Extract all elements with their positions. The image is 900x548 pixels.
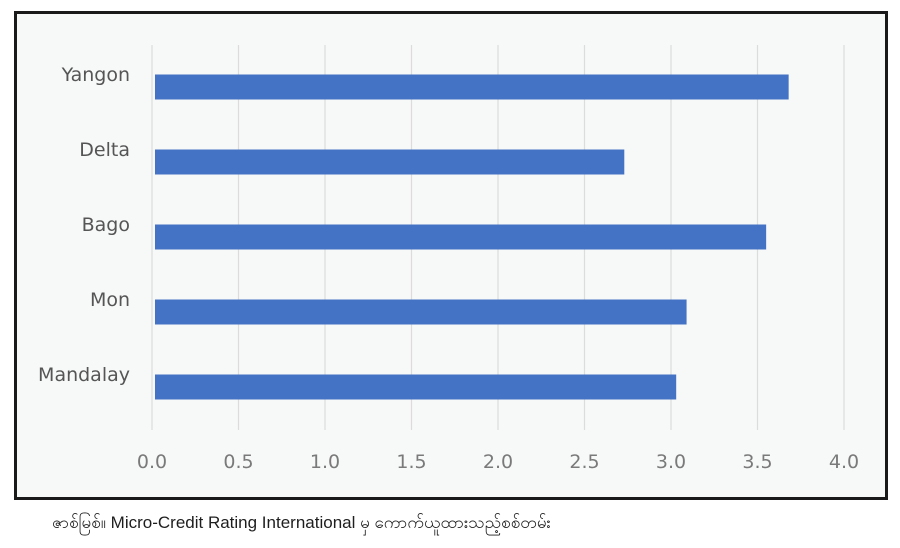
bar-bago [155,224,767,250]
bar-mandalay [155,374,677,400]
chart-caption: ဇာစ်မြစ်။ Micro-Credit Rating Internatio… [52,513,551,532]
x-tick-label: 0.5 [223,451,253,473]
bar-yangon [155,74,789,100]
x-tick-label: 1.0 [310,451,340,473]
category-label: Mandalay [38,364,130,386]
bar-delta [155,149,625,175]
x-tick-label: 1.5 [396,451,426,473]
x-tick-label: 2.0 [483,451,513,473]
category-label: Bago [82,214,130,236]
x-tick-label: 4.0 [829,451,859,473]
x-tick-label: 3.5 [742,451,772,473]
x-tick-label: 2.5 [569,451,599,473]
x-tick-label: 0.0 [137,451,167,473]
bar-mon [155,299,687,325]
category-label: Yangon [61,64,130,86]
category-label: Delta [79,139,130,161]
x-tick-label: 3.0 [656,451,686,473]
category-label: Mon [90,289,130,311]
